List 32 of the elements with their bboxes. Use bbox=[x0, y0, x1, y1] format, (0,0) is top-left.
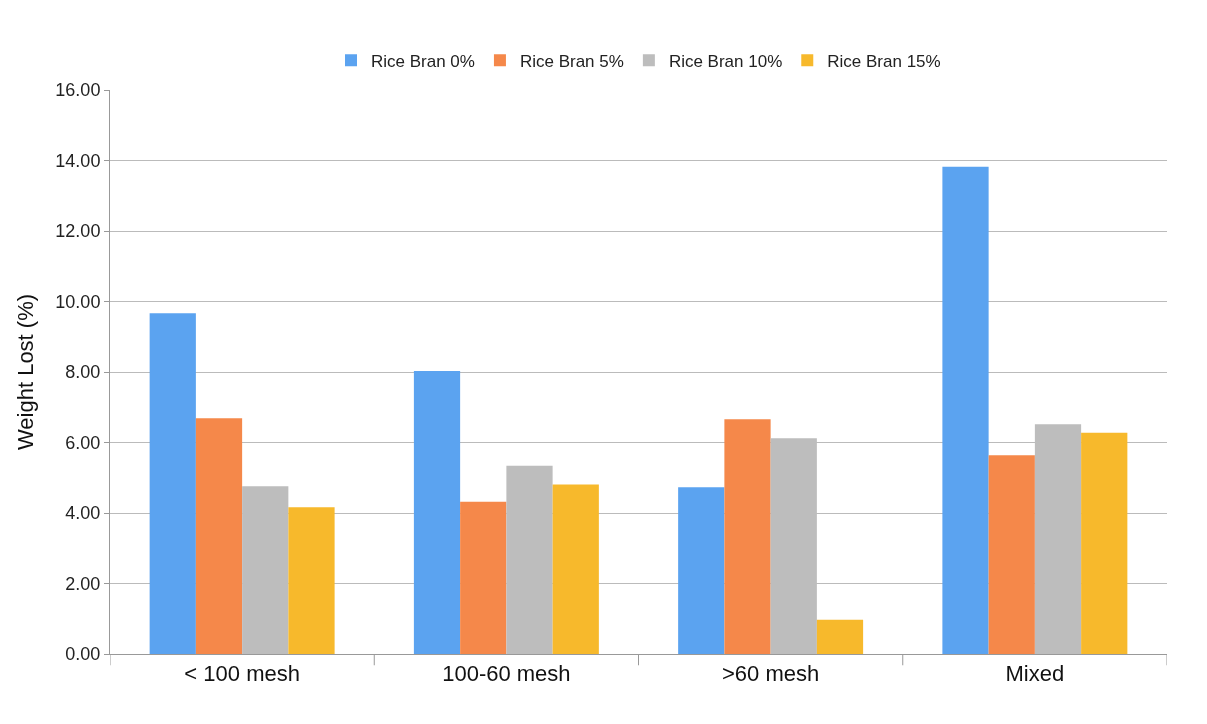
bar bbox=[413, 370, 461, 654]
bar bbox=[506, 465, 553, 654]
legend-label: Rice Bran 10% bbox=[668, 51, 783, 71]
y-tick-label: 8.00 bbox=[65, 362, 101, 383]
y-tick-label: 10.00 bbox=[55, 291, 101, 312]
y-axis-title: Weight Lost (%) bbox=[13, 293, 39, 451]
y-tick-label: 0.00 bbox=[65, 644, 101, 665]
bar bbox=[242, 486, 289, 654]
bar bbox=[149, 313, 196, 654]
bar bbox=[678, 487, 725, 654]
x-tick-label: 100-60 mesh bbox=[442, 661, 571, 687]
x-tick-label: >60 mesh bbox=[722, 661, 820, 687]
legend-label: Rice Bran 5% bbox=[519, 51, 624, 71]
bar bbox=[724, 419, 771, 654]
y-tick-label: 16.00 bbox=[55, 80, 101, 101]
bar bbox=[460, 501, 507, 654]
bar bbox=[1081, 432, 1128, 654]
bar bbox=[195, 418, 243, 654]
legend-label: Rice Bran 15% bbox=[827, 51, 941, 71]
bar bbox=[988, 455, 1035, 654]
y-tick-label: 6.00 bbox=[65, 432, 101, 453]
x-tick-label: Mixed bbox=[1005, 661, 1065, 687]
legend-label: Rice Bran 0% bbox=[371, 51, 475, 71]
y-tick-label: 12.00 bbox=[55, 221, 101, 242]
bar bbox=[552, 484, 599, 654]
x-tick-label: < 100 mesh bbox=[184, 661, 300, 687]
bar bbox=[816, 619, 864, 654]
y-tick-label: 14.00 bbox=[55, 150, 101, 171]
bar bbox=[942, 166, 989, 654]
y-tick-label: 4.00 bbox=[65, 503, 101, 524]
bar bbox=[288, 507, 335, 654]
y-tick-label: 2.00 bbox=[65, 573, 101, 594]
